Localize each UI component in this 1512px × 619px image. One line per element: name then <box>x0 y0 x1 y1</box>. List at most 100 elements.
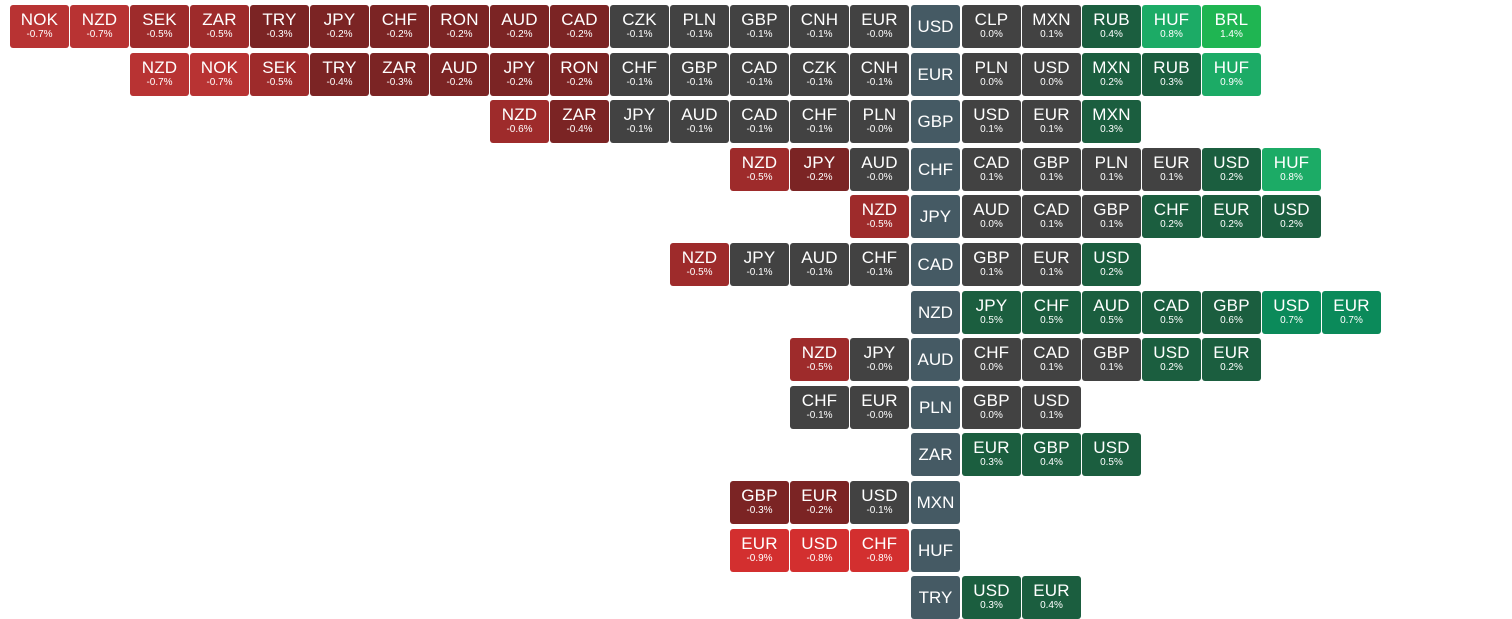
pair-cell-aud-cad[interactable]: CAD 0.1% <box>1022 338 1081 381</box>
pair-cell-usd-mxn[interactable]: MXN 0.1% <box>1022 5 1081 48</box>
pair-cell-jpy-gbp[interactable]: GBP 0.1% <box>1082 195 1141 238</box>
pair-cell-aud-gbp[interactable]: GBP 0.1% <box>1082 338 1141 381</box>
pair-cell-huf-eur[interactable]: EUR -0.9% <box>730 529 789 572</box>
pair-cell-chf-aud[interactable]: AUD -0.0% <box>850 148 909 191</box>
pair-cell-usd-huf[interactable]: HUF 0.8% <box>1142 5 1201 48</box>
pair-cell-eur-cnh[interactable]: CNH -0.1% <box>850 53 909 96</box>
pair-cell-chf-pln[interactable]: PLN 0.1% <box>1082 148 1141 191</box>
pair-cell-gbp-jpy[interactable]: JPY -0.1% <box>610 100 669 143</box>
pair-cell-jpy-usd[interactable]: USD 0.2% <box>1262 195 1321 238</box>
pair-cell-usd-aud[interactable]: AUD -0.2% <box>490 5 549 48</box>
pair-cell-chf-gbp[interactable]: GBP 0.1% <box>1022 148 1081 191</box>
pair-cell-jpy-nzd[interactable]: NZD -0.5% <box>850 195 909 238</box>
pair-cell-try-usd[interactable]: USD 0.3% <box>962 576 1021 619</box>
pair-cell-usd-czk[interactable]: CZK -0.1% <box>610 5 669 48</box>
pair-cell-jpy-cad[interactable]: CAD 0.1% <box>1022 195 1081 238</box>
pair-cell-usd-try[interactable]: TRY -0.3% <box>250 5 309 48</box>
pair-cell-usd-eur[interactable]: EUR -0.0% <box>850 5 909 48</box>
pair-cell-eur-jpy[interactable]: JPY -0.2% <box>490 53 549 96</box>
pair-cell-usd-sek[interactable]: SEK -0.5% <box>130 5 189 48</box>
pair-cell-cad-chf[interactable]: CHF -0.1% <box>850 243 909 286</box>
pair-cell-nzd-cad[interactable]: CAD 0.5% <box>1142 291 1201 334</box>
pair-cell-gbp-nzd[interactable]: NZD -0.6% <box>490 100 549 143</box>
pair-cell-chf-jpy[interactable]: JPY -0.2% <box>790 148 849 191</box>
pair-cell-usd-rub[interactable]: RUB 0.4% <box>1082 5 1141 48</box>
pair-cell-chf-usd[interactable]: USD 0.2% <box>1202 148 1261 191</box>
pair-cell-nzd-chf[interactable]: CHF 0.5% <box>1022 291 1081 334</box>
pair-cell-try-eur[interactable]: EUR 0.4% <box>1022 576 1081 619</box>
pair-cell-nzd-gbp[interactable]: GBP 0.6% <box>1202 291 1261 334</box>
pair-cell-usd-nzd[interactable]: NZD -0.7% <box>70 5 129 48</box>
pair-cell-eur-rub[interactable]: RUB 0.3% <box>1142 53 1201 96</box>
pair-cell-usd-clp[interactable]: CLP 0.0% <box>962 5 1021 48</box>
pair-cell-pln-chf[interactable]: CHF -0.1% <box>790 386 849 429</box>
pair-cell-eur-ron[interactable]: RON -0.2% <box>550 53 609 96</box>
pair-cell-huf-chf[interactable]: CHF -0.8% <box>850 529 909 572</box>
pair-cell-eur-try[interactable]: TRY -0.4% <box>310 53 369 96</box>
pair-cell-chf-nzd[interactable]: NZD -0.5% <box>730 148 789 191</box>
pair-cell-jpy-aud[interactable]: AUD 0.0% <box>962 195 1021 238</box>
pair-cell-cad-nzd[interactable]: NZD -0.5% <box>670 243 729 286</box>
pair-cell-cad-aud[interactable]: AUD -0.1% <box>790 243 849 286</box>
pair-cell-eur-nzd[interactable]: NZD -0.7% <box>130 53 189 96</box>
pair-cell-eur-aud[interactable]: AUD -0.2% <box>430 53 489 96</box>
pair-cell-mxn-usd[interactable]: USD -0.1% <box>850 481 909 524</box>
pair-cell-aud-chf[interactable]: CHF 0.0% <box>962 338 1021 381</box>
pair-cell-gbp-eur[interactable]: EUR 0.1% <box>1022 100 1081 143</box>
pair-cell-aud-nzd[interactable]: NZD -0.5% <box>790 338 849 381</box>
pair-cell-cad-usd[interactable]: USD 0.2% <box>1082 243 1141 286</box>
pair-cell-gbp-chf[interactable]: CHF -0.1% <box>790 100 849 143</box>
pair-cell-zar-usd[interactable]: USD 0.5% <box>1082 433 1141 476</box>
pair-cell-gbp-mxn[interactable]: MXN 0.3% <box>1082 100 1141 143</box>
pair-cell-eur-czk[interactable]: CZK -0.1% <box>790 53 849 96</box>
pair-cell-nzd-eur[interactable]: EUR 0.7% <box>1322 291 1381 334</box>
pair-cell-gbp-zar[interactable]: ZAR -0.4% <box>550 100 609 143</box>
pair-cell-aud-usd[interactable]: USD 0.2% <box>1142 338 1201 381</box>
pair-cell-eur-mxn[interactable]: MXN 0.2% <box>1082 53 1141 96</box>
pair-cell-gbp-cad[interactable]: CAD -0.1% <box>730 100 789 143</box>
pair-cell-cad-eur[interactable]: EUR 0.1% <box>1022 243 1081 286</box>
pair-cell-jpy-chf[interactable]: CHF 0.2% <box>1142 195 1201 238</box>
pair-cell-eur-usd[interactable]: USD 0.0% <box>1022 53 1081 96</box>
pair-cell-eur-chf[interactable]: CHF -0.1% <box>610 53 669 96</box>
pair-cell-pln-eur[interactable]: EUR -0.0% <box>850 386 909 429</box>
pair-cell-usd-cad[interactable]: CAD -0.2% <box>550 5 609 48</box>
pair-cell-eur-pln[interactable]: PLN 0.0% <box>962 53 1021 96</box>
pair-cell-eur-nok[interactable]: NOK -0.7% <box>190 53 249 96</box>
pair-cell-eur-gbp[interactable]: GBP -0.1% <box>670 53 729 96</box>
pair-cell-aud-jpy[interactable]: JPY -0.0% <box>850 338 909 381</box>
pair-cell-nzd-usd[interactable]: USD 0.7% <box>1262 291 1321 334</box>
pair-cell-huf-usd[interactable]: USD -0.8% <box>790 529 849 572</box>
pair-cell-pln-gbp[interactable]: GBP 0.0% <box>962 386 1021 429</box>
pair-cell-usd-ron[interactable]: RON -0.2% <box>430 5 489 48</box>
pair-cell-eur-cad[interactable]: CAD -0.1% <box>730 53 789 96</box>
pair-cell-gbp-aud[interactable]: AUD -0.1% <box>670 100 729 143</box>
pair-cell-chf-cad[interactable]: CAD 0.1% <box>962 148 1021 191</box>
pair-cell-usd-nok[interactable]: NOK -0.7% <box>10 5 69 48</box>
pair-cell-eur-zar[interactable]: ZAR -0.3% <box>370 53 429 96</box>
pair-cell-aud-eur[interactable]: EUR 0.2% <box>1202 338 1261 381</box>
pair-cell-usd-brl[interactable]: BRL 1.4% <box>1202 5 1261 48</box>
pair-cell-gbp-pln[interactable]: PLN -0.0% <box>850 100 909 143</box>
pair-cell-usd-pln[interactable]: PLN -0.1% <box>670 5 729 48</box>
pair-cell-chf-huf[interactable]: HUF 0.8% <box>1262 148 1321 191</box>
pair-cell-usd-jpy[interactable]: JPY -0.2% <box>310 5 369 48</box>
pair-cell-mxn-eur[interactable]: EUR -0.2% <box>790 481 849 524</box>
pair-cell-gbp-usd[interactable]: USD 0.1% <box>962 100 1021 143</box>
pair-cell-jpy-eur[interactable]: EUR 0.2% <box>1202 195 1261 238</box>
pair-cell-pln-usd[interactable]: USD 0.1% <box>1022 386 1081 429</box>
pair-cell-eur-huf[interactable]: HUF 0.9% <box>1202 53 1261 96</box>
pair-cell-nzd-aud[interactable]: AUD 0.5% <box>1082 291 1141 334</box>
pair-cell-zar-eur[interactable]: EUR 0.3% <box>962 433 1021 476</box>
pair-cell-usd-gbp[interactable]: GBP -0.1% <box>730 5 789 48</box>
pair-cell-chf-eur[interactable]: EUR 0.1% <box>1142 148 1201 191</box>
pair-cell-usd-cnh[interactable]: CNH -0.1% <box>790 5 849 48</box>
pair-cell-usd-zar[interactable]: ZAR -0.5% <box>190 5 249 48</box>
pair-cell-eur-sek[interactable]: SEK -0.5% <box>250 53 309 96</box>
pair-cell-cad-jpy[interactable]: JPY -0.1% <box>730 243 789 286</box>
pair-cell-cad-gbp[interactable]: GBP 0.1% <box>962 243 1021 286</box>
pair-cell-mxn-gbp[interactable]: GBP -0.3% <box>730 481 789 524</box>
pair-cell-nzd-jpy[interactable]: JPY 0.5% <box>962 291 1021 334</box>
pair-cell-zar-gbp[interactable]: GBP 0.4% <box>1022 433 1081 476</box>
pair-cell-usd-chf[interactable]: CHF -0.2% <box>370 5 429 48</box>
